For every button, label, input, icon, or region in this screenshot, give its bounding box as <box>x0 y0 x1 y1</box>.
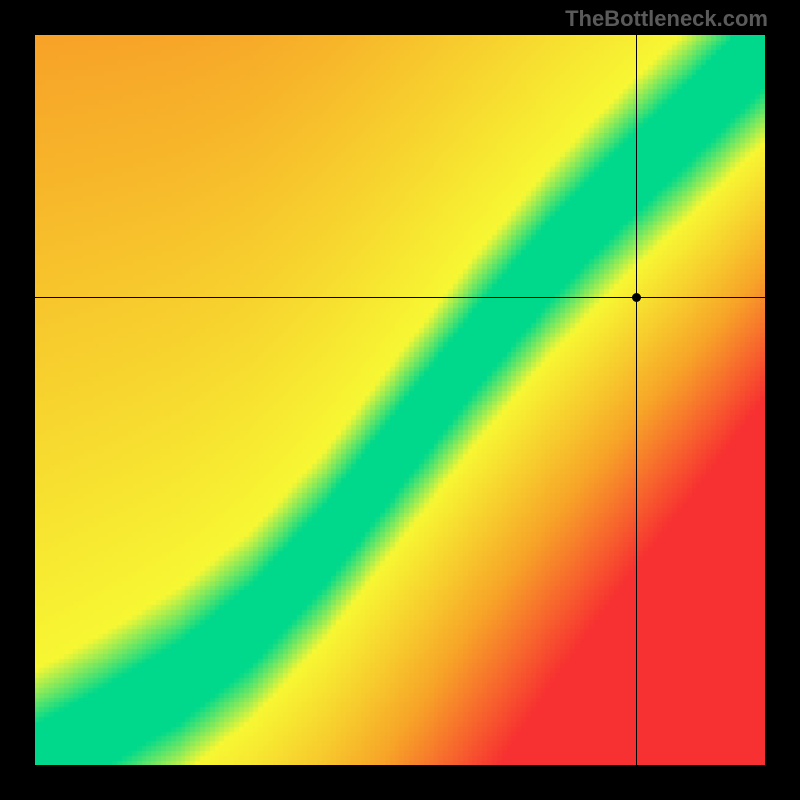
bottleneck-heatmap <box>35 35 765 765</box>
crosshair-horizontal <box>35 297 765 298</box>
crosshair-vertical <box>636 35 637 765</box>
watermark-text: TheBottleneck.com <box>565 6 768 32</box>
